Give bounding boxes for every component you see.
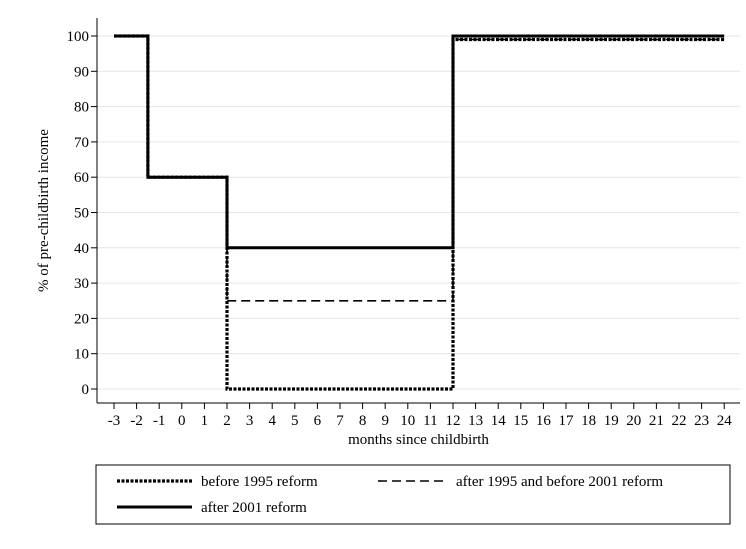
legend-box xyxy=(95,464,731,525)
series-line-3 xyxy=(114,34,725,250)
x-tick-label: 9 xyxy=(381,413,389,429)
x-tick-label: 4 xyxy=(268,413,276,429)
x-tick-label: 17 xyxy=(559,413,575,429)
y-tick-label: 30 xyxy=(74,276,89,292)
x-tick-label: 0 xyxy=(178,413,186,429)
x-axis-title: months since childbirth xyxy=(348,432,489,448)
x-tick-label: 22 xyxy=(672,413,687,429)
x-tick-label: 19 xyxy=(604,413,619,429)
x-tick-label: 11 xyxy=(423,413,437,429)
x-tick-label: 21 xyxy=(649,413,664,429)
x-tick-label: 5 xyxy=(291,413,299,429)
x-tick-label: 3 xyxy=(246,413,254,429)
series-line-2 xyxy=(114,35,725,302)
x-tick-label: 2 xyxy=(223,413,231,429)
y-tick-label: 70 xyxy=(74,135,89,151)
x-tick-label: 7 xyxy=(336,413,344,429)
x-tick-label: -2 xyxy=(130,413,143,429)
y-tick-label: 20 xyxy=(74,311,89,327)
y-tick-label: 50 xyxy=(74,206,89,222)
x-tick-label: 14 xyxy=(491,413,507,429)
x-tick-label: -1 xyxy=(153,413,166,429)
x-tick-label: 15 xyxy=(513,413,528,429)
x-tick-label: 18 xyxy=(581,413,596,429)
y-tick-label: 100 xyxy=(67,29,90,45)
y-tick-label: 90 xyxy=(74,64,89,80)
legend-label-1: before 1995 reform xyxy=(201,474,318,490)
y-tick-label: 10 xyxy=(74,347,89,363)
x-tick-label: 16 xyxy=(536,413,552,429)
x-tick-label: 20 xyxy=(626,413,641,429)
legend-label-3: after 2001 reform xyxy=(201,500,307,516)
x-tick-label: 10 xyxy=(400,413,415,429)
x-tick-label: 23 xyxy=(694,413,709,429)
x-tick-label: -3 xyxy=(108,413,121,429)
y-tick-label: 0 xyxy=(82,382,90,398)
y-tick-label: 40 xyxy=(74,241,89,257)
y-tick-label: 60 xyxy=(74,170,89,186)
y-axis-title: % of pre-childbirth income xyxy=(36,129,52,292)
x-tick-label: 24 xyxy=(717,413,733,429)
y-tick-label: 80 xyxy=(74,100,89,116)
x-tick-label: 12 xyxy=(446,413,461,429)
legend-label-2: after 1995 and before 2001 reform xyxy=(456,474,663,490)
x-tick-label: 13 xyxy=(468,413,483,429)
x-tick-label: 1 xyxy=(201,413,209,429)
x-tick-label: 8 xyxy=(359,413,367,429)
x-tick-label: 6 xyxy=(314,413,322,429)
